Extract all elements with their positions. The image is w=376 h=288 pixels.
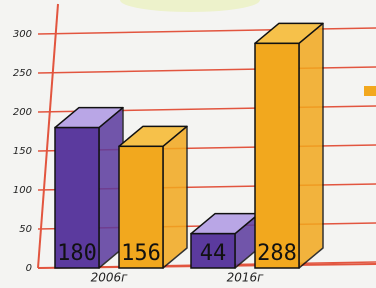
y-tick-label: 50 xyxy=(19,224,32,235)
y-tick-label: 250 xyxy=(13,68,32,79)
value-label: 44 xyxy=(200,241,227,266)
y-tick-label: 200 xyxy=(13,107,32,118)
y-tick-label: 100 xyxy=(13,185,32,196)
bar xyxy=(255,43,299,268)
y-tick-label: 150 xyxy=(13,146,32,157)
value-label: 288 xyxy=(257,241,297,266)
legend-swatch-fragment xyxy=(364,86,376,96)
chart: 0 50 100 150 200 250 300 2006г 180 156 2016г44 288 xyxy=(0,0,376,288)
x-tick-label: 2016г xyxy=(227,271,265,285)
bar-side xyxy=(299,23,323,268)
x-tick-label: 2006г xyxy=(91,271,129,285)
bar-side xyxy=(163,126,187,268)
y-tick-label: 300 xyxy=(13,29,32,40)
value-label: 180 xyxy=(57,241,97,266)
y-tick-label: 0 xyxy=(26,263,32,274)
value-label: 156 xyxy=(121,241,161,266)
